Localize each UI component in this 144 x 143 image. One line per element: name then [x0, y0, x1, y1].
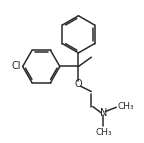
- Text: CH₃: CH₃: [95, 128, 112, 137]
- Text: N: N: [100, 108, 107, 118]
- Text: O: O: [75, 79, 82, 89]
- Text: Cl: Cl: [12, 61, 21, 72]
- Text: CH₃: CH₃: [118, 102, 134, 111]
